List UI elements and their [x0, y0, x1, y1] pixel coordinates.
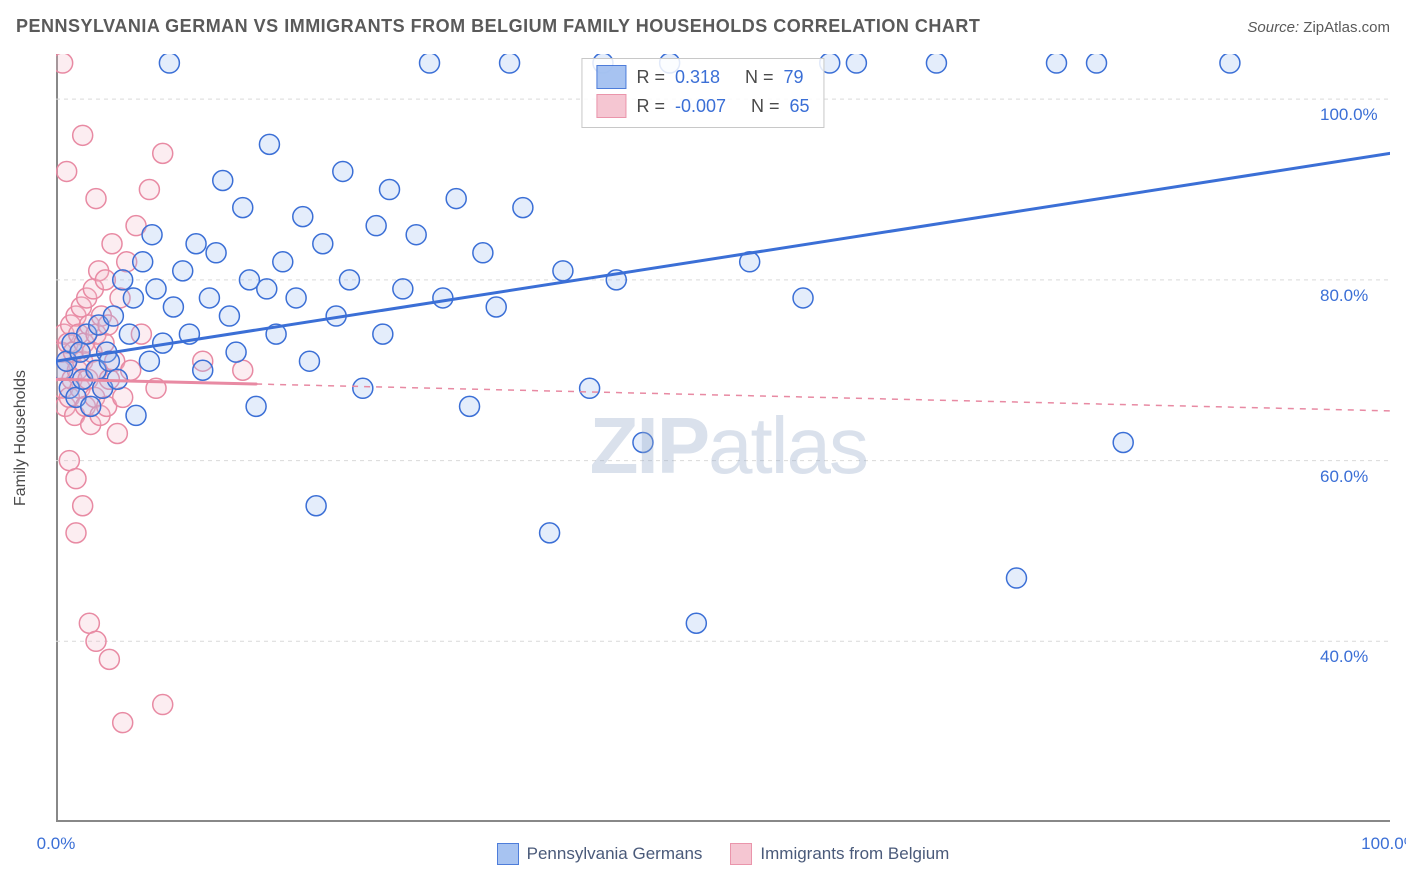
stats-r-value-1: 0.318: [675, 63, 720, 92]
legend-swatch-icon: [730, 843, 752, 865]
y-axis-label: Family Households: [6, 54, 36, 822]
stats-legend: R = 0.318 N = 79 R = -0.007 N = 65: [581, 58, 824, 128]
legend-label-2: Immigrants from Belgium: [760, 844, 949, 864]
y-grid-label: 40.0%: [1320, 647, 1380, 667]
plot-area: [56, 54, 1390, 822]
stats-r-label: R =: [636, 92, 665, 121]
stats-n-value-1: 79: [784, 63, 804, 92]
y-grid-label: 80.0%: [1320, 286, 1380, 306]
bottom-legend: Pennsylvania Germans Immigrants from Bel…: [56, 834, 1390, 874]
stats-n-label: N =: [751, 92, 780, 121]
source-attribution: Source: ZipAtlas.com: [1247, 19, 1390, 36]
stats-r-value-2: -0.007: [675, 92, 726, 121]
stats-n-label: N =: [745, 63, 774, 92]
source-label: Source:: [1247, 19, 1299, 36]
y-grid-label: 60.0%: [1320, 467, 1380, 487]
source-value: ZipAtlas.com: [1303, 19, 1390, 36]
legend-item-2: Immigrants from Belgium: [730, 843, 949, 865]
stats-r-label: R =: [636, 63, 665, 92]
stats-row-series-2: R = -0.007 N = 65: [596, 92, 809, 121]
chart-container: PENNSYLVANIA GERMAN VS IMMIGRANTS FROM B…: [0, 0, 1406, 892]
legend-label-1: Pennsylvania Germans: [527, 844, 703, 864]
stats-n-value-2: 65: [790, 92, 810, 121]
legend-swatch-1: [596, 65, 626, 89]
title-row: PENNSYLVANIA GERMAN VS IMMIGRANTS FROM B…: [16, 16, 1390, 37]
stats-row-series-1: R = 0.318 N = 79: [596, 63, 809, 92]
y-grid-label: 100.0%: [1320, 105, 1380, 125]
chart-title: PENNSYLVANIA GERMAN VS IMMIGRANTS FROM B…: [16, 16, 980, 37]
legend-swatch-2: [596, 94, 626, 118]
legend-item-1: Pennsylvania Germans: [497, 843, 703, 865]
legend-swatch-icon: [497, 843, 519, 865]
